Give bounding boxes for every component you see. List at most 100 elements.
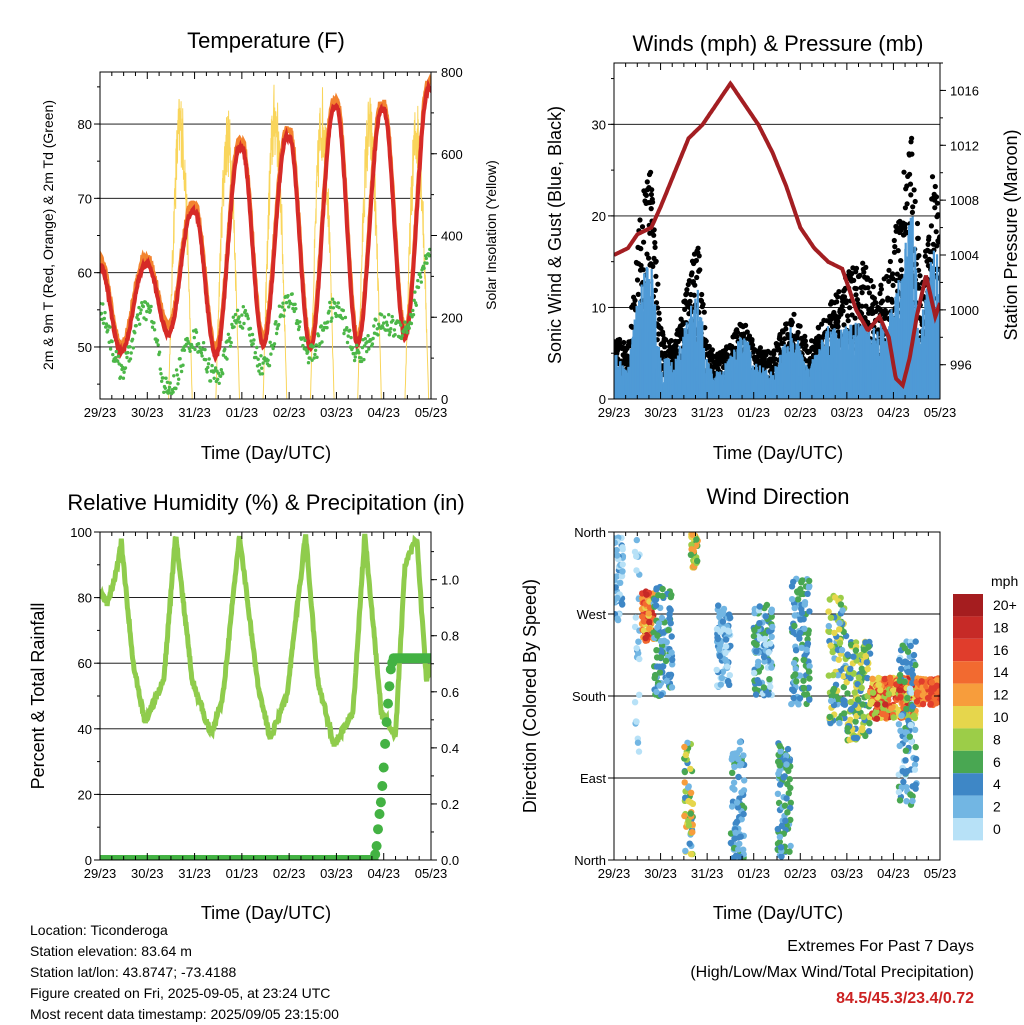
gust-point [903, 222, 908, 227]
dewpoint-point [362, 358, 365, 361]
dewpoint-point [178, 357, 181, 360]
dewpoint-point [380, 313, 383, 316]
direction-xtick-label: 03/23 [831, 866, 864, 881]
direction-point [787, 785, 793, 791]
direction-points [611, 531, 943, 863]
precip-points [95, 653, 436, 865]
gust-point [898, 258, 903, 263]
direction-point [653, 689, 659, 695]
direction-point [763, 613, 769, 619]
gust-point [934, 229, 939, 234]
dewpoint-point [174, 387, 177, 390]
dewpoint-point [195, 331, 198, 334]
dewpoint-point [261, 372, 264, 375]
direction-point [804, 591, 810, 597]
gust-point [702, 310, 707, 315]
gust-point [798, 324, 803, 329]
gust-point [892, 238, 897, 243]
direction-point [806, 675, 812, 681]
dewpoint-point [103, 311, 106, 314]
dewpoint-point [258, 363, 261, 366]
direction-point [932, 694, 938, 700]
direction-point [688, 552, 694, 558]
gust-point [687, 299, 692, 304]
gust-point [861, 270, 866, 275]
dewpoint-point [306, 350, 309, 353]
direction-point [859, 725, 865, 731]
gust-point [892, 244, 897, 249]
dewpoint-point [391, 319, 394, 322]
gust-point [854, 266, 859, 271]
gust-point [854, 286, 859, 291]
gust-point [641, 267, 646, 272]
dewpoint-point [135, 324, 138, 327]
dewpoint-point [139, 308, 142, 311]
gust-point [655, 282, 660, 287]
dewpoint-point [367, 347, 370, 350]
direction-point [735, 846, 741, 852]
gust-point [790, 320, 795, 325]
direction-xtick-label: 31/23 [691, 866, 724, 881]
gust-point [865, 285, 870, 290]
gust-point [913, 199, 918, 204]
direction-point [874, 716, 880, 722]
direction-point [613, 584, 619, 590]
winds-ylabel: Sonic Wind & Gust (Blue, Black) [545, 106, 565, 364]
direction-point [665, 627, 671, 633]
dewpoint-point [283, 308, 286, 311]
dewpoint-point [183, 349, 186, 352]
humidity-xtick-label: 05/23 [415, 866, 448, 881]
direction-point [633, 553, 639, 559]
dewpoint-point [205, 370, 208, 373]
dewpoint-point [124, 366, 127, 369]
temperature-xtick-label: 03/23 [320, 405, 353, 420]
dewpoint-point [197, 342, 200, 345]
direction-point [896, 657, 902, 663]
humidity-xtick-label: 29/23 [84, 866, 117, 881]
temperature-y2tick-label: 0 [441, 392, 448, 407]
direction-point [900, 779, 906, 785]
precip-point [375, 809, 385, 819]
dewpoint-point [138, 323, 141, 326]
dewpoint-point [416, 279, 419, 282]
direction-point [635, 740, 641, 746]
dewpoint-point [282, 314, 285, 317]
dewpoint-point [294, 307, 297, 310]
direction-point [740, 811, 746, 817]
gust-point [641, 240, 646, 245]
direction-point [908, 722, 914, 728]
direction-point [664, 678, 670, 684]
direction-point [905, 649, 911, 655]
direction-point [729, 803, 735, 809]
dewpoint-point [248, 333, 251, 336]
direction-point [791, 623, 797, 629]
direction-point [659, 586, 665, 592]
direction-point [799, 610, 805, 616]
direction-point [735, 774, 741, 780]
direction-point [682, 848, 688, 854]
dewpoint-point [364, 337, 367, 340]
dewpoint-point [332, 306, 335, 309]
humidity-y2tick-label: 0.6 [441, 685, 459, 700]
dewpoint-point [351, 346, 354, 349]
dewpoint-point [314, 349, 317, 352]
direction-point [653, 647, 659, 653]
direction-point [913, 756, 919, 762]
temperature-xlabel: Time (Day/UTC) [201, 443, 331, 463]
direction-point [619, 568, 625, 574]
winds-ytick-label: 30 [592, 117, 606, 132]
direction-point [612, 540, 618, 546]
direction-point [778, 844, 784, 850]
humidity-ytick-label: 40 [78, 722, 92, 737]
direction-point [898, 666, 904, 672]
direction-point [897, 672, 903, 678]
dewpoint-point [176, 382, 179, 385]
dewpoint-point [164, 377, 167, 380]
dewpoint-point [327, 310, 330, 313]
direction-point [904, 695, 910, 701]
direction-point [642, 635, 648, 641]
temperature-y2tick-label: 800 [441, 65, 463, 80]
dewpoint-point [210, 364, 213, 367]
direction-point [755, 659, 761, 665]
direction-point [751, 670, 757, 676]
